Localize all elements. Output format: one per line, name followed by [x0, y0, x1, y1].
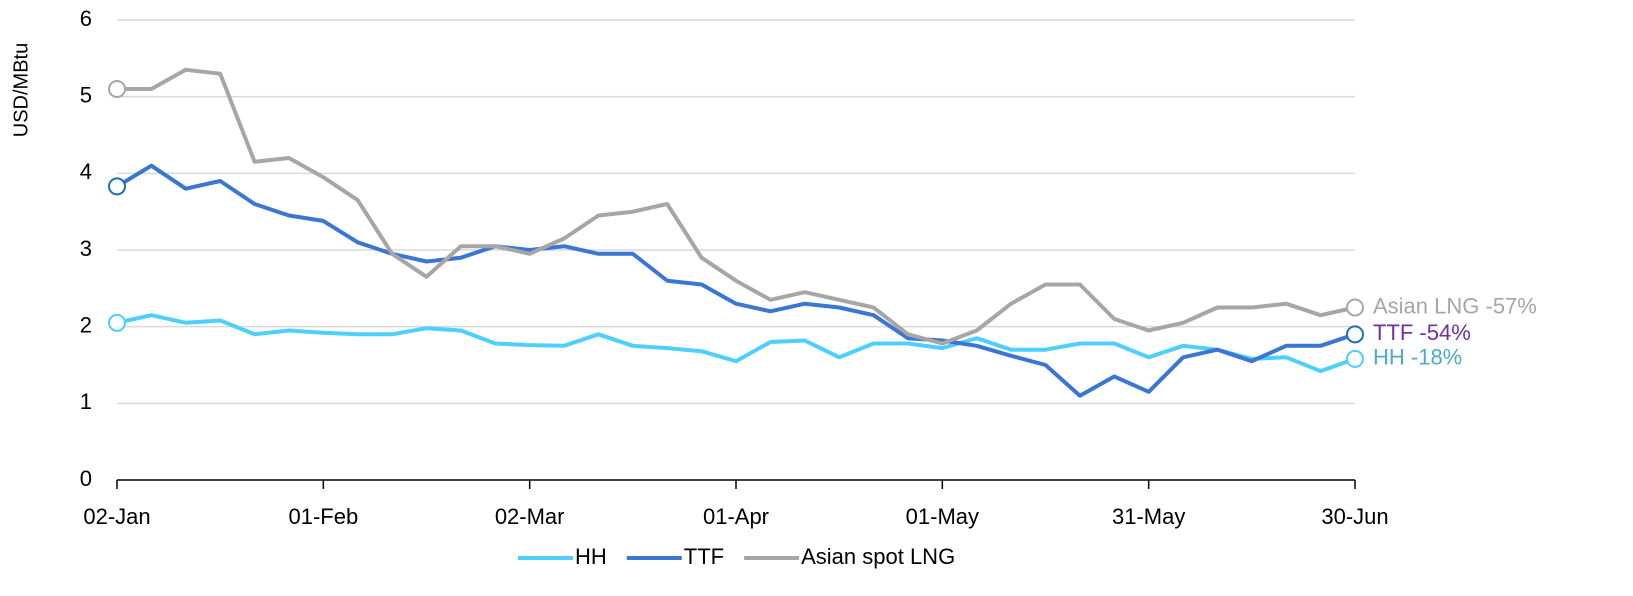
- start-marker: [108, 177, 126, 196]
- x-tick-label: 01-Apr: [703, 504, 769, 529]
- y-tick-label: 2: [80, 312, 92, 337]
- end-label: Asian LNG -57%: [1373, 293, 1537, 318]
- series-line: [117, 67, 1356, 346]
- start-marker: [108, 313, 126, 332]
- end-label: HH -18%: [1373, 345, 1462, 370]
- y-tick-label: 6: [80, 6, 92, 31]
- y-axis-label: USD/MBtu: [10, 43, 32, 137]
- x-tick-label: 31-May: [1112, 504, 1185, 529]
- end-marker: [1346, 325, 1364, 344]
- end-label: TTF -54%: [1373, 320, 1471, 345]
- y-tick-label: 0: [80, 466, 92, 491]
- series-line: [116, 313, 1356, 374]
- x-tick-label: 02-Jan: [83, 504, 150, 529]
- y-tick-label: 4: [80, 159, 92, 184]
- end-marker: [1346, 298, 1364, 317]
- series-line: [115, 163, 1356, 398]
- end-marker: [1346, 349, 1364, 368]
- legend-label: HH: [575, 544, 607, 569]
- legend-label: Asian spot LNG: [801, 544, 955, 569]
- x-tick-label: 30-Jun: [1321, 504, 1388, 529]
- legend-label: TTF: [684, 544, 724, 569]
- x-tick-label: 01-May: [906, 504, 979, 529]
- y-tick-label: 1: [80, 389, 92, 414]
- x-tick-label: 02-Mar: [495, 504, 565, 529]
- start-marker: [108, 80, 126, 98]
- y-tick-label: 3: [80, 236, 92, 261]
- y-tick-label: 5: [80, 82, 92, 107]
- x-tick-label: 01-Feb: [288, 504, 358, 529]
